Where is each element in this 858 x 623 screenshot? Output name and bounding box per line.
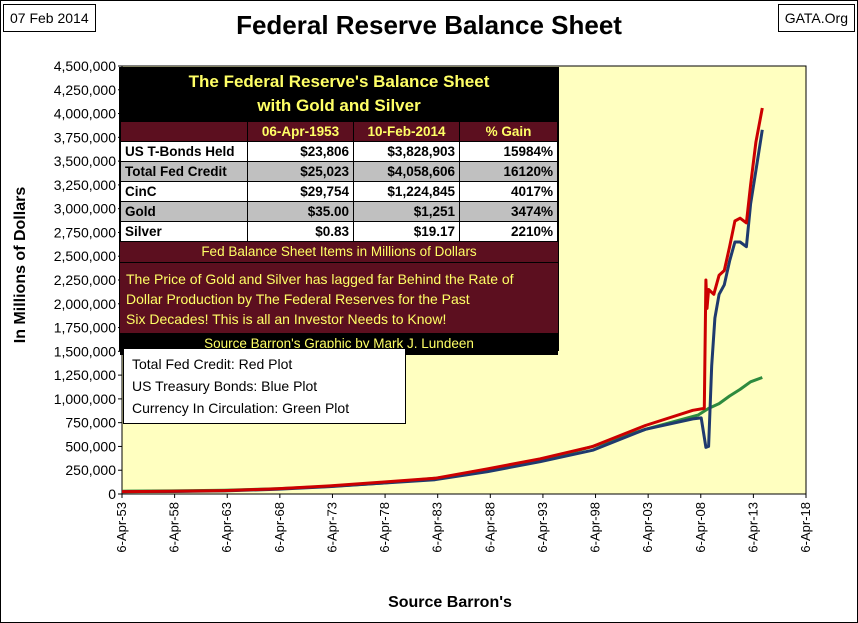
note-line: The Price of Gold and Silver has lagged … <box>126 271 514 287</box>
date-badge: 07 Feb 2014 <box>3 4 96 32</box>
legend-box: Total Fed Credit: Red Plot US Treasury B… <box>123 348 406 424</box>
value-1953: $23,806 <box>247 141 354 162</box>
table-row: Silver $0.83 $19.17 2210% <box>120 221 558 242</box>
commentary-note: The Price of Gold and Silver has lagged … <box>120 263 558 333</box>
y-tick-label: 0 <box>108 486 116 502</box>
y-tick-label: 2,250,000 <box>54 272 116 288</box>
gain-percent: 4017% <box>459 181 558 202</box>
y-tick-label: 1,500,000 <box>54 343 116 359</box>
table-row: CinC $29,754 $1,224,845 4017% <box>120 181 558 202</box>
y-tick-label: 3,500,000 <box>54 153 116 169</box>
units-note: Fed Balance Sheet Items in Millions of D… <box>120 242 558 263</box>
table-header-cell <box>120 121 248 142</box>
table-header-cell: 06-Apr-1953 <box>247 121 354 142</box>
y-tick-label: 4,000,000 <box>54 106 116 122</box>
table-row: US T-Bonds Held $23,806 $3,828,903 15984… <box>120 141 558 162</box>
value-1953: $29,754 <box>247 181 354 202</box>
table-header-cell: 10-Feb-2014 <box>353 121 460 142</box>
y-axis-label: In Millions of Dollars <box>12 186 29 344</box>
chart-title: Federal Reserve Balance Sheet <box>236 10 622 40</box>
y-tick-label: 3,250,000 <box>54 177 116 193</box>
x-tick-label: 6-Apr-83 <box>430 502 445 553</box>
row-label: Gold <box>120 201 248 222</box>
x-tick-label: 6-Apr-88 <box>482 502 497 553</box>
y-tick-label: 4,250,000 <box>54 82 116 98</box>
x-axis: 6-Apr-53 6-Apr-58 6-Apr-63 6-Apr-68 6-Apr-73… <box>114 494 813 553</box>
value-2014: $4,058,606 <box>353 161 460 182</box>
y-tick-label: 3,000,000 <box>54 201 116 217</box>
series-line-total-fed-credit <box>121 107 764 494</box>
info-heading-line1: The Federal Reserve's Balance Sheet <box>188 72 490 91</box>
y-tick-label: 3,750,000 <box>54 129 116 145</box>
row-label: CinC <box>120 181 248 202</box>
table-row: Total Fed Credit $25,023 $4,058,606 1612… <box>120 161 558 182</box>
table-header-row: 06-Apr-1953 10-Feb-2014 % Gain <box>120 121 558 142</box>
value-2014: $3,828,903 <box>353 141 460 162</box>
legend-item-red: Total Fed Credit: Red Plot <box>132 356 293 372</box>
y-tick-label: 2,750,000 <box>54 224 116 240</box>
y-tick-label: 500,000 <box>65 438 116 454</box>
x-tick-label: 6-Apr-78 <box>377 502 392 553</box>
value-2014: $1,251 <box>353 201 460 222</box>
x-tick-label: 6-Apr-68 <box>272 502 287 553</box>
legend-item-green: Currency In Circulation: Green Plot <box>132 400 350 416</box>
x-tick-label: 6-Apr-03 <box>640 502 655 553</box>
info-table-panel: The Federal Reserve's Balance Sheet with… <box>119 67 559 355</box>
gain-percent: 3474% <box>459 201 558 222</box>
x-tick-label: 6-Apr-63 <box>219 502 234 553</box>
value-1953: $25,023 <box>247 161 354 182</box>
value-1953: $35.00 <box>247 201 354 222</box>
y-tick-label: 1,750,000 <box>54 320 116 336</box>
gain-percent: 2210% <box>459 221 558 242</box>
gain-percent: 16120% <box>459 161 558 182</box>
source-site-badge: GATA.Org <box>777 4 855 32</box>
y-tick-label: 4,500,000 <box>54 58 116 74</box>
info-table-heading: The Federal Reserve's Balance Sheet with… <box>120 68 558 121</box>
x-tick-label: 6-Apr-13 <box>745 502 760 553</box>
row-label: Total Fed Credit <box>120 161 248 182</box>
row-label: US T-Bonds Held <box>120 141 248 162</box>
table-row: Gold $35.00 $1,251 3474% <box>120 201 558 222</box>
series-lines <box>121 107 764 494</box>
comparison-table: 06-Apr-1953 10-Feb-2014 % Gain US T-Bond… <box>120 121 558 242</box>
table-header-cell: % Gain <box>459 121 558 142</box>
x-tick-label: 6-Apr-93 <box>535 502 550 553</box>
x-tick-label: 6-Apr-53 <box>114 502 129 553</box>
note-line: Dollar Production by The Federal Reserve… <box>126 291 470 307</box>
x-tick-label: 6-Apr-18 <box>798 502 813 553</box>
x-axis-label: Source Barron's <box>388 594 512 611</box>
value-1953: $0.83 <box>247 221 354 242</box>
info-heading-line2: with Gold and Silver <box>257 96 421 115</box>
value-2014: $1,224,845 <box>353 181 460 202</box>
x-tick-label: 6-Apr-08 <box>693 502 708 553</box>
legend-item-blue: US Treasury Bonds: Blue Plot <box>132 378 318 394</box>
x-tick-label: 6-Apr-98 <box>588 502 603 553</box>
gain-percent: 15984% <box>459 141 558 162</box>
y-tick-label: 250,000 <box>65 462 116 478</box>
x-tick-label: 6-Apr-73 <box>324 502 339 553</box>
y-tick-label: 1,250,000 <box>54 367 116 383</box>
x-tick-label: 6-Apr-58 <box>167 502 182 553</box>
y-axis: 0 250,000 500,000 750,000 1,000,000 1,250,000… <box>54 58 122 502</box>
value-2014: $19.17 <box>353 221 460 242</box>
y-tick-label: 750,000 <box>65 415 116 431</box>
row-label: Silver <box>120 221 248 242</box>
y-tick-label: 2,000,000 <box>54 296 116 312</box>
y-tick-label: 2,500,000 <box>54 248 116 264</box>
note-line: Six Decades! This is all an Investor Nee… <box>126 311 447 327</box>
y-tick-label: 1,000,000 <box>54 391 116 407</box>
